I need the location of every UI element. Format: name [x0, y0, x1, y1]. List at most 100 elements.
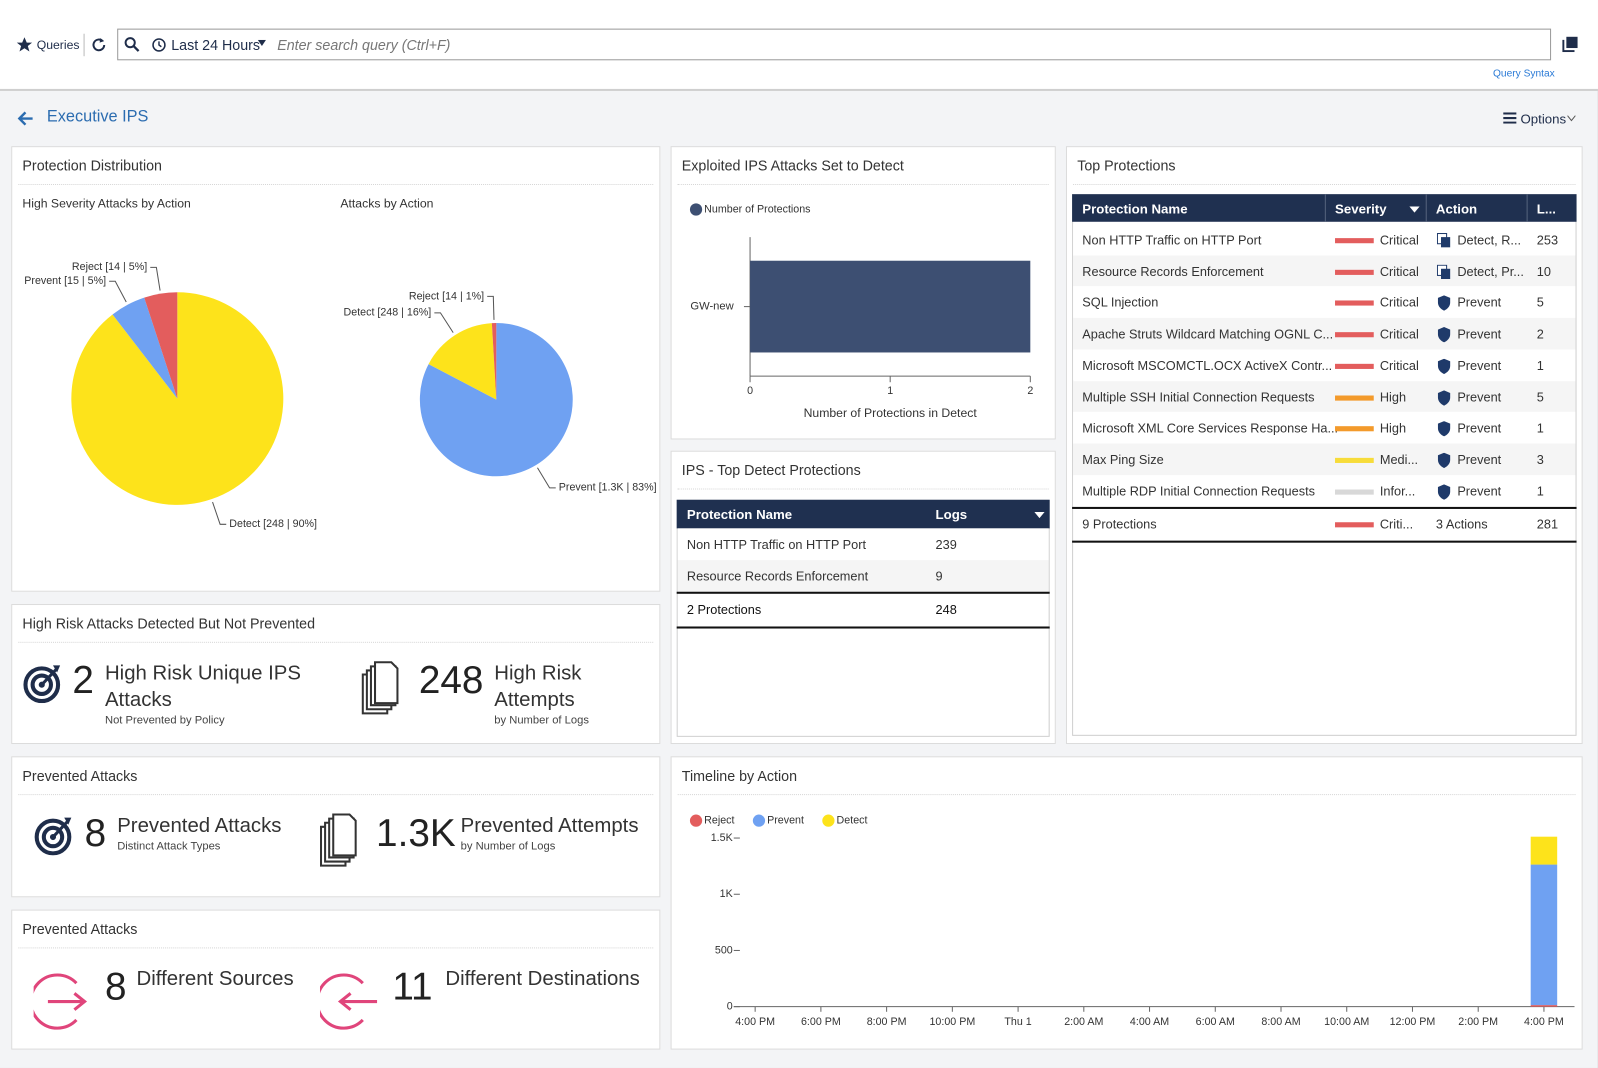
table-row: [677, 528, 1049, 561]
table-cell: Resource Records Enforcement: [1082, 264, 1264, 279]
table-cell: 5: [1536, 295, 1544, 311]
severity-bar: [1335, 238, 1374, 244]
severity-bar: [1335, 363, 1374, 369]
query-syntax-link[interactable]: Query Syntax: [1492, 68, 1555, 80]
table-cell: 281: [1536, 517, 1559, 532]
refresh-icon[interactable]: [90, 36, 108, 54]
separator: [18, 183, 654, 185]
sort-caret[interactable]: [1409, 206, 1420, 213]
table-cell: 10: [1536, 264, 1551, 279]
table-cell: Criti...: [1379, 517, 1414, 532]
table-cell: 9: [935, 569, 943, 584]
column-header[interactable]: Logs: [935, 506, 968, 523]
options-icon[interactable]: [1503, 112, 1517, 124]
separator: [18, 641, 654, 643]
table-cell: 1: [1536, 484, 1544, 499]
column-header[interactable]: Protection Name: [1082, 201, 1188, 217]
kpi-label: Different Sources: [136, 967, 294, 991]
panel-title: Top Protections: [1077, 157, 1176, 174]
table-header: [1072, 194, 1577, 222]
star-icon[interactable]: [15, 36, 33, 54]
separator: [677, 183, 1049, 185]
table-cell: Infor...: [1379, 484, 1416, 499]
column-divider: [1425, 194, 1427, 222]
severity-bar: [1335, 426, 1374, 432]
time-range[interactable]: Last 24 Hours: [171, 36, 261, 54]
table-cell: Prevent: [1457, 452, 1502, 467]
table-row: [1073, 255, 1576, 287]
kpi-label: Prevented Attacks: [117, 814, 282, 838]
table-cell: High: [1379, 421, 1407, 436]
kpi-value: 248: [418, 659, 484, 703]
copy-icon: [1436, 233, 1451, 248]
sort-caret[interactable]: [1034, 512, 1045, 519]
queries-button[interactable]: Queries: [36, 37, 80, 53]
kpi-label: Prevented Attempts: [460, 814, 639, 838]
panel-top-detect: IPS - Top Detect Protections: [670, 450, 1056, 745]
options-button[interactable]: Options: [1520, 111, 1567, 127]
column-header[interactable]: Action: [1435, 201, 1478, 217]
table-row: [1073, 443, 1576, 475]
table-row: [1073, 412, 1576, 444]
clock-icon[interactable]: [152, 38, 166, 52]
table-cell: Multiple SSH Initial Connection Requests: [1082, 389, 1315, 405]
kpi-sub: Distinct Attack Types: [117, 840, 221, 853]
search-box[interactable]: [117, 28, 1552, 61]
table-cell: Microsoft MSCOMCTL.OCX ActiveX Contr...: [1082, 358, 1333, 373]
separator: [83, 33, 85, 57]
severity-bar: [1335, 395, 1374, 401]
kpi-label: High Risk Attempts: [494, 662, 582, 712]
open-new-icon[interactable]: [1562, 36, 1578, 53]
table-cell: Prevent: [1457, 389, 1502, 405]
column-header[interactable]: L...: [1536, 201, 1556, 217]
table-row: [1073, 349, 1576, 381]
panel-timeline: Timeline by Action: [670, 756, 1583, 1050]
footer-cell: 248: [935, 602, 957, 618]
table-cell: 1: [1536, 421, 1544, 436]
separator: [677, 488, 1049, 490]
table-cell: Multiple RDP Initial Connection Requests: [1082, 484, 1316, 499]
table-cell: Microsoft XML Core Services Response Ha.…: [1082, 421, 1339, 436]
table-cell: 3 Actions: [1435, 517, 1488, 532]
pages-icon: [319, 813, 357, 867]
search-input[interactable]: Enter search query (Ctrl+F): [277, 36, 451, 54]
kpi-value: 11: [392, 965, 433, 1009]
search-icon[interactable]: [123, 36, 141, 54]
table-row: [1073, 317, 1576, 350]
panel-title: IPS - Top Detect Protections: [681, 461, 861, 479]
table-cell: SQL Injection: [1082, 295, 1159, 311]
separator: [677, 794, 1576, 796]
table-cell: Apache Struts Wildcard Matching OGNL C..…: [1082, 327, 1334, 342]
table-row: [1073, 474, 1576, 507]
table-cell: 5: [1536, 389, 1544, 405]
kpi-value: 1.3K: [376, 812, 456, 856]
table-cell: Max Ping Size: [1082, 452, 1164, 467]
panel-title: Prevented Attacks: [22, 767, 138, 784]
table-cell: Prevent: [1457, 421, 1502, 436]
table-row: [1073, 380, 1576, 413]
column-header[interactable]: Severity: [1335, 201, 1387, 217]
severity-bar: [1335, 522, 1374, 528]
panel-title: Prevented Attacks: [22, 920, 138, 938]
column-header[interactable]: Protection Name: [686, 506, 793, 523]
dropdown-caret[interactable]: [257, 39, 266, 46]
options-caret[interactable]: [1567, 115, 1576, 122]
source-icon: [33, 973, 88, 1030]
severity-bar: [1335, 457, 1374, 463]
shield-icon: [1437, 327, 1451, 343]
back-arrow[interactable]: [17, 110, 33, 126]
table-row: [1073, 223, 1576, 256]
footer-cell: 2 Protections: [686, 602, 762, 618]
table-cell: Critical: [1379, 327, 1419, 342]
table-cell: Critical: [1379, 295, 1419, 311]
table-cell: 253: [1536, 233, 1559, 248]
column-divider: [1526, 194, 1528, 222]
kpi-value: 8: [104, 965, 127, 1009]
separator: [18, 794, 654, 796]
table-cell: Prevent: [1457, 358, 1502, 373]
shield-icon: [1437, 421, 1451, 437]
panel-title: Timeline by Action: [681, 767, 798, 784]
kpi-value: 8: [84, 812, 107, 856]
